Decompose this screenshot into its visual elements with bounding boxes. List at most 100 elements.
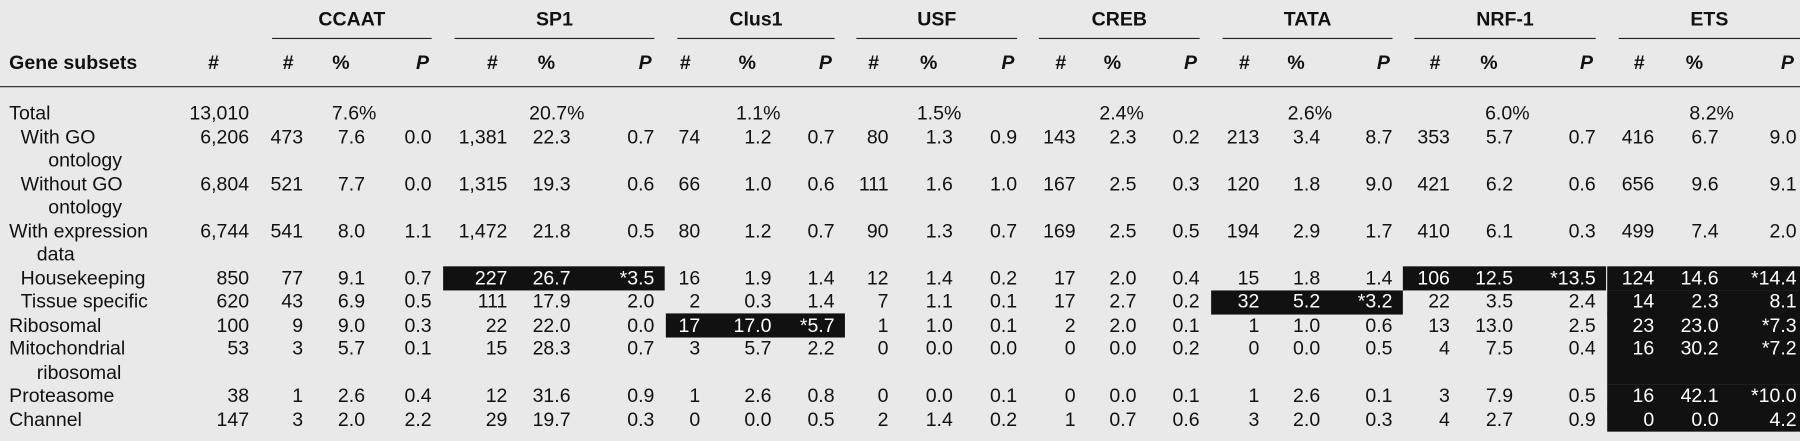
cell: 5.2 <box>1293 290 1321 313</box>
cell: 0.7 <box>807 219 835 242</box>
cell: 0.7 <box>1109 408 1137 430</box>
cell: 43 <box>281 290 304 313</box>
group-header: NRF-1 <box>1476 8 1534 30</box>
percent: 2.4% <box>1099 102 1144 124</box>
group-header: USF <box>917 8 957 30</box>
cell: 9.0 <box>1769 125 1797 148</box>
cell: 167 <box>1043 172 1076 195</box>
group-header: SP1 <box>536 8 573 30</box>
cell: *10.0 <box>1751 384 1797 407</box>
cell: 2.2 <box>807 337 835 360</box>
cell: 0.4 <box>404 384 432 407</box>
cell: 66 <box>678 172 701 195</box>
cell: 23 <box>1632 313 1655 336</box>
cell: 3 <box>1439 384 1450 407</box>
count: 147 <box>216 408 250 430</box>
cell: 0.0 <box>1109 384 1137 407</box>
cell: 0.0 <box>744 408 772 430</box>
cell: 2 <box>1064 313 1076 336</box>
cell: 416 <box>1621 125 1655 148</box>
row-label: ontology <box>48 149 123 172</box>
cell: 0.0 <box>989 337 1018 360</box>
cell: 6.2 <box>1485 172 1514 195</box>
cell: 29 <box>485 408 508 430</box>
cell: 0.7 <box>1568 125 1596 148</box>
cell: 9 <box>292 313 304 336</box>
cell: 77 <box>281 266 304 289</box>
cell: 0.5 <box>1172 219 1200 242</box>
column-header: # <box>679 51 691 74</box>
cell: *13.5 <box>1550 266 1596 289</box>
row-label: Ribosomal <box>9 313 102 336</box>
count: 38 <box>227 384 250 407</box>
cell: 42.1 <box>1680 384 1719 407</box>
header-rule <box>0 86 1800 88</box>
percent: 2.6% <box>1287 102 1333 124</box>
highlight <box>1211 289 1403 314</box>
cell: 17 <box>1053 290 1076 313</box>
cell: 1.1 <box>925 290 953 313</box>
cell: 0.5 <box>627 219 655 242</box>
cell: 2.5 <box>1568 313 1596 336</box>
cell: 0.6 <box>1568 172 1596 195</box>
cell: 80 <box>678 219 701 242</box>
cell: 32 <box>1237 290 1260 313</box>
cell: 5.7 <box>744 337 772 360</box>
group-rule <box>1222 37 1393 40</box>
cell: 2.3 <box>1109 125 1137 148</box>
cell: 19.3 <box>532 172 571 195</box>
cell: 9.6 <box>1691 172 1719 195</box>
cell: 1,381 <box>458 125 508 148</box>
row-label: Total <box>9 102 51 124</box>
row-label: data <box>36 243 75 266</box>
cell: 3 <box>1248 408 1260 430</box>
highlight <box>665 313 845 338</box>
column-header: P <box>1183 51 1197 74</box>
cell: 5.7 <box>337 337 366 360</box>
group-rule <box>1618 37 1800 40</box>
cell: *3.5 <box>619 266 655 289</box>
column-header: P <box>1580 51 1594 74</box>
highlight <box>1607 407 1800 432</box>
cell: 1.0 <box>989 172 1018 195</box>
cell: 5.7 <box>1485 125 1514 148</box>
cell: 22.3 <box>532 125 571 148</box>
cell: 16 <box>1632 337 1655 360</box>
cell: 0.7 <box>627 125 655 148</box>
cell: 2.5 <box>1109 219 1137 242</box>
cell: 0.1 <box>1172 384 1200 407</box>
cell: 0.0 <box>1293 337 1321 360</box>
column-header: P <box>1780 51 1794 74</box>
cell: 421 <box>1417 172 1450 195</box>
cell: 410 <box>1417 219 1450 242</box>
cell: 0.4 <box>1568 337 1596 360</box>
cell: 9.1 <box>1769 172 1797 195</box>
count-header: # <box>208 51 219 74</box>
group-rule <box>856 37 1018 40</box>
count: 53 <box>227 337 250 360</box>
column-header: P <box>415 51 429 74</box>
highlight <box>1607 336 1800 385</box>
column-header: % <box>1287 51 1305 74</box>
group-header: CREB <box>1091 8 1147 30</box>
cell: 0.2 <box>1172 125 1200 148</box>
row-label: With expression <box>9 219 149 242</box>
cell: 0 <box>1643 408 1655 430</box>
cell: 1.3 <box>925 219 953 242</box>
cell: 0.7 <box>989 219 1018 242</box>
cell: 23.0 <box>1680 313 1719 336</box>
cell: 213 <box>1226 125 1260 148</box>
cell: 1.7 <box>1365 219 1393 242</box>
cell: 0.5 <box>404 290 432 313</box>
cell: 111 <box>477 290 508 313</box>
cell: 7.7 <box>337 172 366 195</box>
cell: 0.0 <box>925 384 953 407</box>
cell: 17.9 <box>532 290 571 313</box>
cell: 0.3 <box>1365 408 1393 430</box>
cell: 1 <box>877 313 889 336</box>
stub-header: Gene subsets <box>9 51 138 74</box>
group-header: ETS <box>1690 8 1729 30</box>
group-rule <box>677 37 835 40</box>
highlight <box>1607 289 1800 314</box>
cell: 0.0 <box>404 125 432 148</box>
